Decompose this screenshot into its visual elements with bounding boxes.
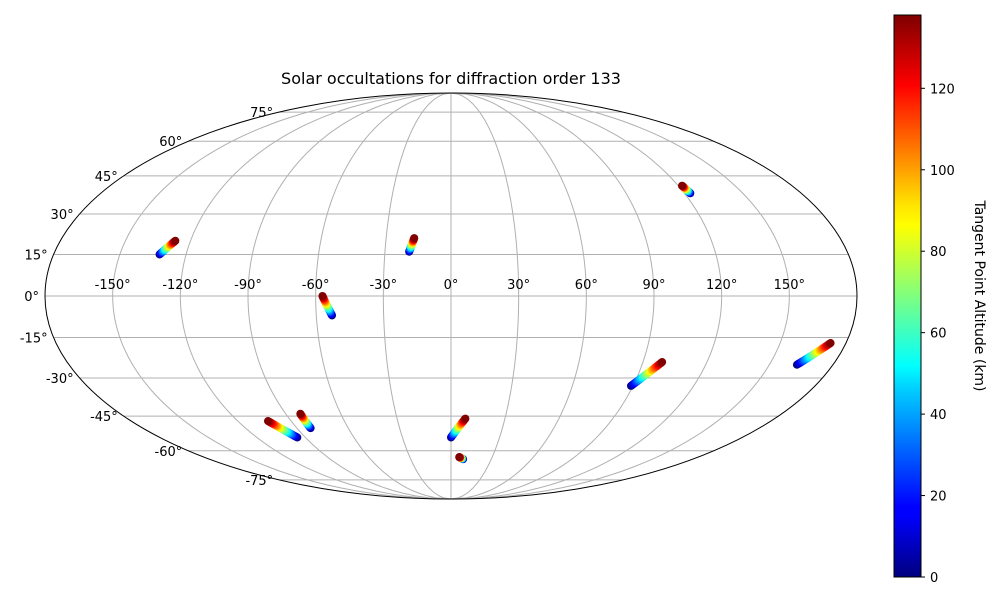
graticule bbox=[45, 93, 857, 499]
colorbar-ticks: 0 20 40 60 80 100 120 bbox=[921, 82, 955, 586]
longitude-tick-labels: -150° -120° -90° -60° -30° 0° 30° 60° 90° 120° 150… bbox=[95, 278, 805, 293]
x-tick-label: 90° bbox=[642, 278, 665, 293]
track-point bbox=[658, 358, 667, 367]
track-point bbox=[826, 339, 835, 348]
y-tick-label: 30° bbox=[51, 208, 74, 223]
track-point bbox=[263, 417, 272, 426]
x-tick-label: -90° bbox=[234, 278, 262, 293]
occultation-track bbox=[447, 414, 470, 442]
track-point bbox=[410, 234, 419, 243]
colorbar-tick-label: 40 bbox=[930, 408, 947, 423]
track-point bbox=[296, 409, 305, 418]
occultation-track bbox=[678, 181, 695, 198]
colorbar: 0 20 40 60 80 100 120 Tangent Point Altitude (… bbox=[893, 14, 987, 586]
colorbar-tick-label: 100 bbox=[930, 164, 955, 179]
occultation-track bbox=[405, 234, 419, 256]
occultation-track bbox=[627, 358, 667, 390]
y-tick-label: 75° bbox=[250, 106, 273, 121]
x-tick-label: -120° bbox=[162, 278, 198, 293]
track-point bbox=[461, 414, 470, 423]
x-tick-label: 0° bbox=[444, 278, 459, 293]
occultation-track bbox=[455, 453, 468, 464]
colorbar-tick-label: 120 bbox=[930, 82, 955, 97]
occultation-track bbox=[792, 339, 835, 369]
y-tick-label: -15° bbox=[20, 332, 48, 347]
track-point bbox=[455, 453, 464, 462]
y-tick-label: 45° bbox=[95, 170, 118, 185]
occultation-track bbox=[263, 417, 302, 442]
y-tick-label: 15° bbox=[25, 248, 48, 263]
y-tick-label: 60° bbox=[159, 135, 182, 150]
occultation-track bbox=[318, 292, 337, 320]
colorbar-tick-label: 0 bbox=[930, 571, 938, 586]
y-tick-label: 0° bbox=[24, 290, 39, 305]
x-tick-label: 30° bbox=[507, 278, 530, 293]
y-tick-label: -75° bbox=[245, 474, 273, 489]
x-tick-label: -60° bbox=[302, 278, 330, 293]
x-tick-label: 60° bbox=[575, 278, 598, 293]
y-tick-label: -60° bbox=[155, 445, 183, 460]
occultation-track bbox=[296, 409, 315, 433]
colorbar-tick-label: 20 bbox=[930, 490, 947, 505]
occultation-track bbox=[155, 236, 180, 259]
x-tick-label: -150° bbox=[95, 278, 131, 293]
colorbar-gradient bbox=[893, 14, 922, 578]
colorbar-tick-label: 60 bbox=[930, 327, 947, 342]
x-tick-label: 150° bbox=[774, 278, 805, 293]
y-tick-label: -45° bbox=[90, 410, 118, 425]
y-tick-label: -30° bbox=[46, 372, 74, 387]
x-tick-label: -30° bbox=[369, 278, 397, 293]
x-tick-label: 120° bbox=[706, 278, 737, 293]
occultation-tracks bbox=[155, 181, 835, 464]
latitude-tick-labels: 75° 60° 45° 30° 15° 0° -15° -30° -45° -60° -75° bbox=[20, 106, 273, 489]
colorbar-label: Tangent Point Altitude (km) bbox=[971, 199, 987, 391]
track-point bbox=[318, 292, 327, 300]
map-boundary bbox=[44, 92, 858, 500]
colorbar-tick-label: 80 bbox=[930, 245, 947, 260]
track-point bbox=[678, 181, 687, 190]
track-point bbox=[171, 236, 180, 245]
chart-title: Solar occultations for diffraction order… bbox=[281, 69, 621, 88]
